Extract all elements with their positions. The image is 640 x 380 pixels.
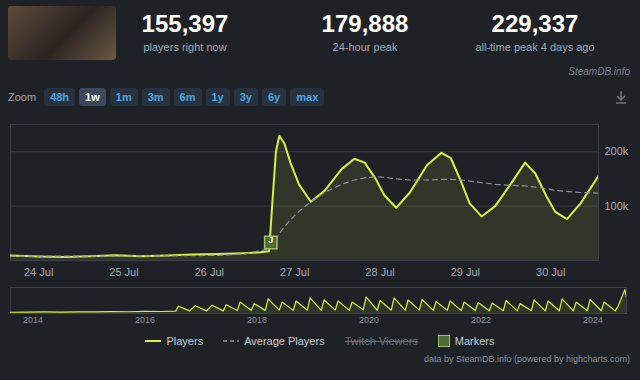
svg-text:24 Jul: 24 Jul — [24, 266, 53, 278]
svg-text:2014: 2014 — [23, 315, 43, 325]
svg-text:100k: 100k — [605, 200, 629, 212]
html-text:6m: 6m — [179, 91, 196, 103]
html-text:3m: 3m — [147, 91, 164, 103]
svg-text:26 Jul: 26 Jul — [195, 266, 224, 278]
svg-text:J: J — [268, 235, 273, 245]
html-text:1y: 1y — [211, 91, 224, 103]
svg-text:2022: 2022 — [471, 315, 491, 325]
html-text:data by SteamDB.info (powered: data by SteamDB.info (powered by highcha… — [423, 354, 630, 364]
svg-text:29 Jul: 29 Jul — [451, 266, 480, 278]
html-text:Markers: Markers — [454, 335, 495, 347]
html-text:155,397: 155,397 — [141, 10, 229, 37]
html-text:all-time peak 4 days ago: all-time peak 4 days ago — [475, 41, 595, 53]
svg-text:2018: 2018 — [247, 315, 267, 325]
svg-text:27 Jul: 27 Jul — [280, 266, 309, 278]
svg-text:2020: 2020 — [359, 315, 379, 325]
html-text:SteamDB.info: SteamDB.info — [568, 66, 630, 77]
svg-text:200k: 200k — [605, 145, 629, 157]
html-text:max: max — [296, 91, 319, 103]
html-text:6y: 6y — [268, 91, 281, 103]
svg-text:2024: 2024 — [583, 315, 603, 325]
svg-text:30 Jul: 30 Jul — [536, 266, 565, 278]
html-text:players right now: players right now — [143, 41, 227, 53]
html-text:Zoom: Zoom — [8, 91, 37, 103]
html-text:Average Players: Average Players — [244, 335, 325, 347]
html-text:179,888: 179,888 — [321, 10, 409, 37]
html-text:229,337: 229,337 — [491, 10, 579, 37]
html-text:3y: 3y — [239, 91, 252, 103]
html-text:48h: 48h — [50, 91, 70, 103]
html-text:1m: 1m — [115, 91, 132, 103]
html-text:Twitch Viewers: Twitch Viewers — [344, 335, 418, 347]
html-text:Players: Players — [166, 335, 204, 347]
svg-text:25 Jul: 25 Jul — [109, 266, 138, 278]
html-text:24-hour peak: 24-hour peak — [332, 41, 398, 53]
html-text:1w: 1w — [85, 91, 100, 103]
svg-text:2016: 2016 — [135, 315, 155, 325]
svg-text:28 Jul: 28 Jul — [365, 266, 394, 278]
